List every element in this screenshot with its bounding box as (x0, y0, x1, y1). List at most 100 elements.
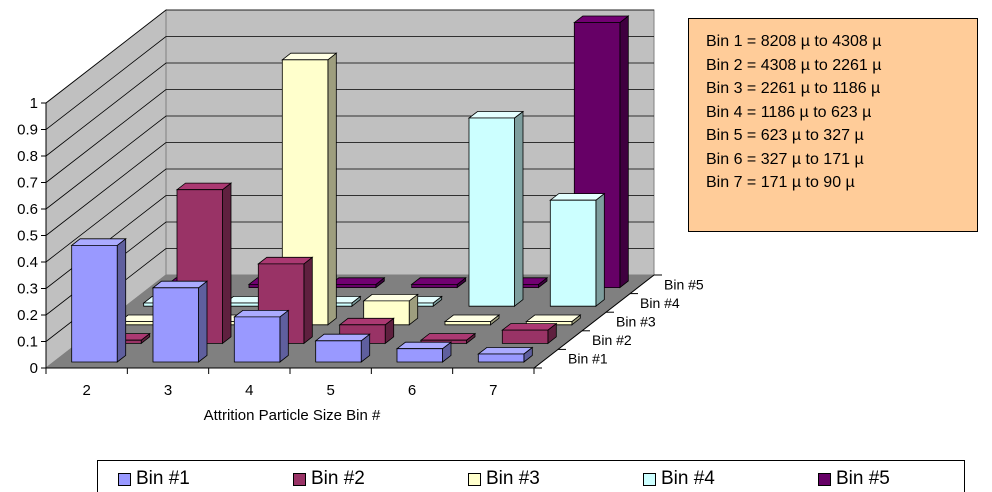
depth-axis (533, 274, 655, 369)
bar-top (395, 341, 453, 350)
bar-front (444, 321, 491, 326)
legend-swatch (293, 472, 306, 486)
bar (233, 309, 290, 363)
bar-top (338, 317, 395, 326)
bar-top (525, 314, 582, 323)
bar-side (222, 182, 232, 345)
y-tick-label: 1 (30, 95, 38, 112)
bar-top (573, 15, 630, 24)
bar-top (233, 309, 290, 318)
bin-range-line: Bin 7 = 171 µ to 90 µ (706, 174, 855, 191)
bar-front (411, 283, 458, 289)
bar-top (410, 277, 467, 285)
y-tick-label: 0.4 (17, 254, 38, 271)
gridline (45, 36, 654, 130)
bar (549, 192, 606, 308)
bar (501, 322, 558, 345)
bar-top (477, 347, 534, 355)
bar-front (501, 329, 549, 344)
y-tick-label: 0.7 (17, 175, 38, 192)
legend-swatch (118, 472, 131, 486)
bin-range-line: Bin 4 = 1186 µ to 623 µ (706, 103, 872, 121)
bar-front (329, 283, 377, 289)
bar-top (549, 193, 606, 201)
depth-tick-label: Bin #1 (568, 351, 608, 367)
bar (443, 314, 501, 326)
bar (410, 276, 467, 289)
bar-front (468, 117, 515, 307)
bar (70, 237, 127, 363)
x-tick-label: 5 (326, 382, 334, 399)
bar-side (595, 192, 605, 308)
bar-top (419, 333, 477, 341)
depth-tick-label: Bin #5 (664, 276, 704, 292)
legend-item: Bin #2 (293, 468, 365, 490)
depth-tick-label: Bin #2 (592, 332, 632, 348)
bar-front (233, 316, 281, 363)
gridline (45, 89, 654, 183)
bar-side (303, 256, 313, 345)
bar-top (443, 314, 501, 323)
y-tick-label: 0.5 (17, 228, 38, 245)
y-tick-label: 0.3 (17, 281, 38, 298)
bar (419, 332, 477, 345)
bar (477, 346, 534, 363)
bar-top (501, 323, 558, 331)
y-tick-label: 0.6 (17, 201, 38, 218)
bar-top (362, 293, 419, 302)
bar-top (281, 52, 338, 61)
bar (467, 110, 525, 308)
legend-item: Bin #1 (118, 468, 190, 490)
bar-front (152, 287, 199, 363)
depth-tick-label: Bin #3 (616, 314, 656, 330)
legend-item: Bin #3 (468, 468, 540, 490)
bin-range-annotation: Bin 1 = 8208 µ to 4308 µ Bin 2 = 4308 µ t… (688, 18, 978, 232)
gridline (45, 9, 654, 104)
legend-swatch (818, 472, 831, 486)
bar-front (549, 199, 597, 307)
x-tick-label: 2 (82, 382, 90, 399)
bar-side (327, 52, 337, 326)
bar-top (175, 182, 233, 191)
y-tick-label: 0.9 (17, 122, 38, 139)
x-tick-label: 7 (489, 382, 497, 399)
legend: Bin #1 Bin #2 Bin #3 Bin #4 Bin #5 (97, 460, 965, 492)
bar-front (315, 340, 362, 363)
y-tick-label: 0.8 (17, 148, 38, 165)
bar-front (71, 244, 118, 363)
y-tick-label: 0 (30, 360, 38, 377)
depth-tick-label: Bin #4 (640, 295, 680, 311)
legend-label: Bin #2 (311, 468, 365, 489)
y-tick-label: 0.1 (17, 334, 38, 351)
x-tick-label: 6 (408, 382, 416, 399)
bar-top (314, 333, 371, 342)
legend-label: Bin #4 (661, 468, 715, 489)
legend-swatch (643, 472, 656, 486)
bin-range-line: Bin 2 = 4308 µ to 2261 µ (706, 56, 882, 74)
bin-range-line: Bin 5 = 623 µ to 327 µ (706, 127, 864, 144)
legend-swatch (468, 472, 481, 486)
x-tick-label: 4 (245, 382, 253, 399)
chart-labels: 0 0.1 0.2 0.3 0.4 0.5 0.6 0.7 0.8 0.9 1 2 3 4 5 6 7 Bin #… (17, 95, 704, 424)
legend-label: Bin #5 (836, 468, 890, 489)
chart-axes (41, 102, 662, 374)
bar-top (257, 256, 314, 265)
bin-range-line: Bin 1 = 8208 µ to 4308 µ (706, 33, 882, 50)
x-tick-label: 3 (164, 382, 172, 399)
chart-bars (70, 15, 630, 363)
bar-top (70, 238, 127, 246)
y-tick-label: 0.2 (17, 307, 38, 324)
bin-range-line: Bin 6 = 327 µ to 171 µ (706, 150, 864, 168)
bar-side (198, 280, 208, 363)
bar-top (329, 277, 386, 285)
bar-top (151, 280, 209, 289)
x-axis-title: Attrition Particle Size Bin # (204, 407, 381, 424)
bar-front (396, 348, 443, 363)
bar-top (467, 111, 525, 119)
legend-label: Bin #3 (486, 468, 540, 489)
chart-3d-bar: 0 0.1 0.2 0.3 0.4 0.5 0.6 0.7 0.8 0.9 1 2 3 4 5 6 7 Bin #… (17, 8, 704, 424)
legend-item: Bin #4 (643, 468, 715, 490)
bar (151, 280, 209, 363)
bar (314, 333, 371, 363)
bar (395, 341, 453, 363)
